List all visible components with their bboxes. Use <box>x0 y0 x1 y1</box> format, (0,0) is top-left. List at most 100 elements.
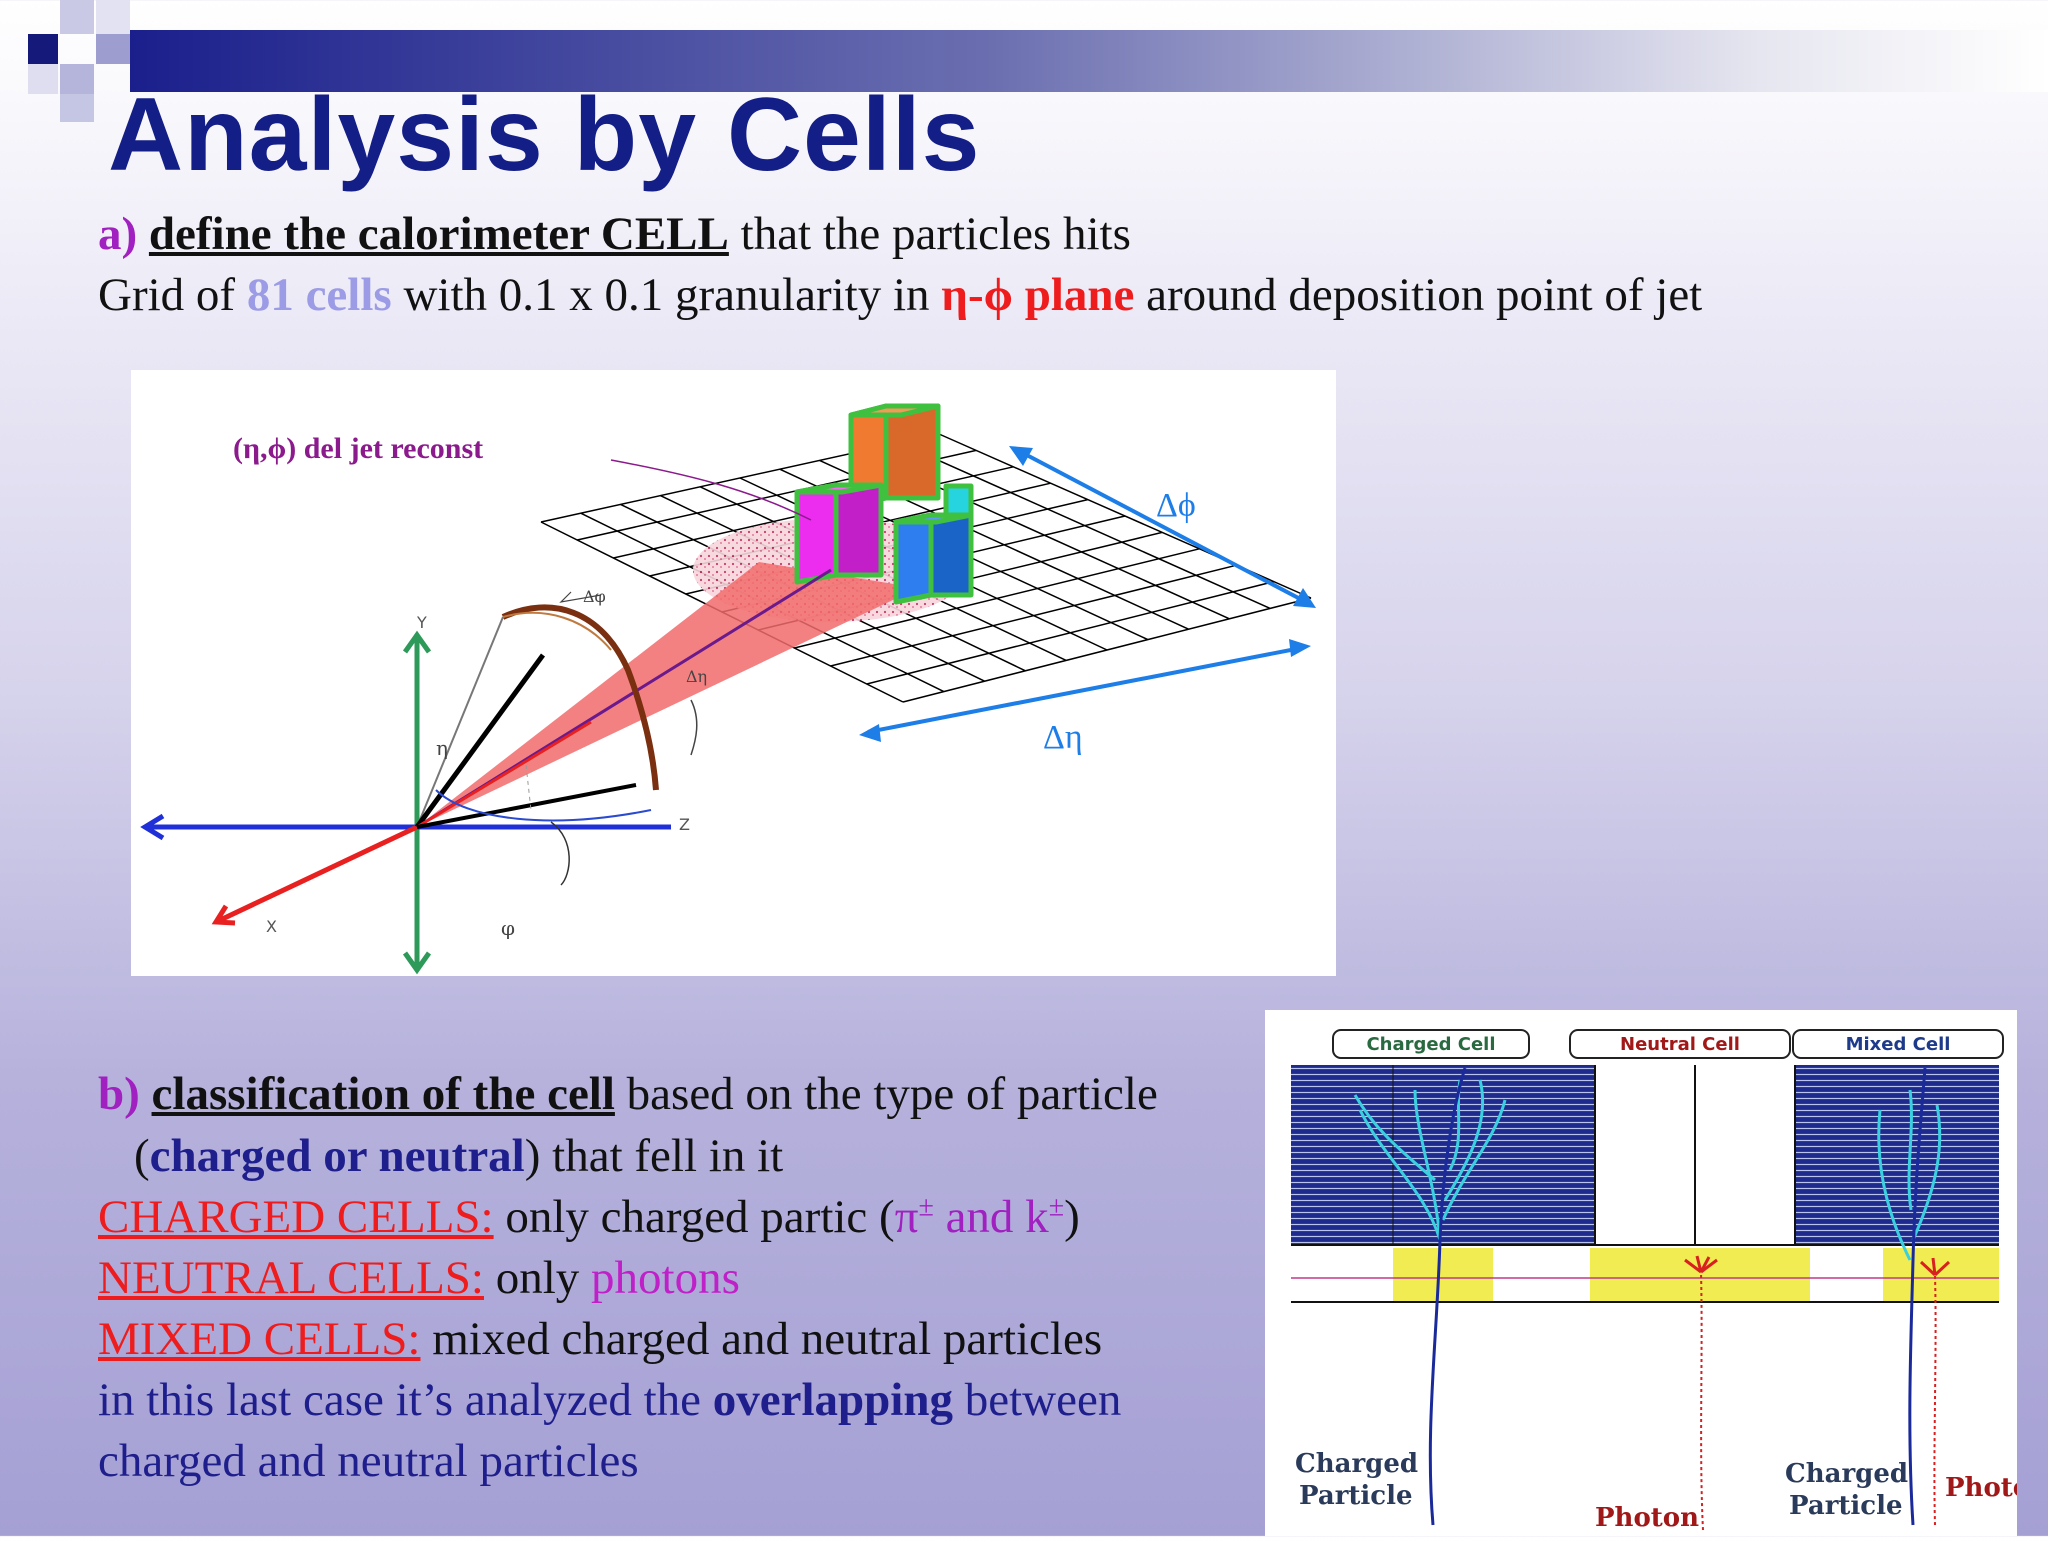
jet-cone <box>417 562 918 827</box>
y-axis <box>402 630 432 975</box>
delta-phi-label: Δϕ <box>1156 487 1196 524</box>
blue-cell-box <box>893 512 974 605</box>
orange-cell-box <box>848 403 941 508</box>
grid-line <box>902 597 1312 703</box>
mixed-cells-line: MIXED CELLS: mixed charged and neutral p… <box>98 1311 1102 1367</box>
mixed-charged-track <box>1908 1067 1927 1526</box>
k-pm: ± <box>1048 1191 1065 1223</box>
mixed-charged-label-1: Charged <box>1785 1459 1908 1489</box>
grid-line <box>866 580 1274 685</box>
decor-square <box>96 34 130 64</box>
grid-text-2: with 0.1 x 0.1 granularity in <box>391 269 942 321</box>
neutral-cell-tag <box>1569 1029 1791 1059</box>
charged-em-deposit <box>1393 1248 1493 1302</box>
charged-track <box>1428 1067 1467 1526</box>
mixed-cell-title: Mixed Cell <box>1846 1034 1951 1055</box>
fell-in-it-text: ) that fell in it <box>524 1130 784 1182</box>
neutral-cells-text: only <box>483 1252 592 1304</box>
grid-text-3: around deposition point of jet <box>1134 269 1703 321</box>
section-a-marker: a) <box>98 208 138 260</box>
overlap-line-1: in this last case it’s analyzed the over… <box>98 1372 1121 1428</box>
mixed-charged-label-2: Particle <box>1789 1491 1903 1521</box>
and-k-text: and k <box>933 1191 1049 1243</box>
pi-symbol: π <box>894 1191 919 1243</box>
charged-cells-line: CHARGED CELLS: only charged partic (π± a… <box>98 1189 1080 1245</box>
photon-shower <box>1684 1255 1718 1274</box>
small-arrow <box>559 591 602 603</box>
cell-classification-diagram: Charged Cell Neutral Cell Mixed Cell <box>1265 1010 2030 1536</box>
grid-line <box>898 442 1271 610</box>
decor-square <box>28 34 58 64</box>
eta-phi-plane: η-ϕ plane <box>941 269 1135 321</box>
section-b-line-2: (charged or neutral) that fell in it <box>134 1128 783 1184</box>
decor-square <box>96 0 130 34</box>
mixed-cells-text: mixed charged and neutral particles <box>420 1313 1103 1365</box>
section-a-line-1: a) define the calorimeter CELL that the … <box>98 206 1131 262</box>
photon-label: Photon <box>1595 1503 1699 1533</box>
overlapping-word: overlapping <box>712 1374 954 1426</box>
overlap-text-a: in this last case it’s analyzed the <box>98 1374 713 1426</box>
magenta-cell-box <box>794 482 884 585</box>
section-b-heading: classification of the cell <box>151 1068 615 1120</box>
decor-square <box>60 0 94 34</box>
axis-z-label: Z <box>679 815 690 834</box>
charged-particle-label-2: Particle <box>1299 1481 1413 1511</box>
cell-classification-svg: Charged Cell Neutral Cell Mixed Cell <box>1291 1029 2030 1533</box>
section-b-line-1: b) classification of the cell based on t… <box>98 1066 1158 1122</box>
energy-cell-towers <box>794 403 974 605</box>
grid-text-1: Grid of <box>98 269 247 321</box>
grid-line <box>830 564 1237 667</box>
section-a-text: that the particles hits <box>728 208 1131 260</box>
eta-angle-label: η <box>436 736 448 760</box>
mixed-cell-tag <box>1792 1029 2004 1059</box>
neutral-cell-title: Neutral Cell <box>1620 1034 1740 1055</box>
delta-eta-arrow <box>859 639 1311 742</box>
decor-square <box>60 94 94 122</box>
mixed-photon-track <box>1933 1274 1937 1526</box>
small-deta-label: Δη <box>686 667 707 686</box>
decor-square <box>28 64 58 94</box>
header-gradient-band <box>130 30 2048 92</box>
decor-square <box>60 64 94 94</box>
neutral-cells-line: NEUTRAL CELLS: only photons <box>98 1250 740 1306</box>
jet-label-leader <box>610 459 812 521</box>
axis-y-label: Y <box>416 613 427 632</box>
axis-x-label: X <box>266 917 277 936</box>
overlap-text-b: between <box>953 1374 1122 1426</box>
section-b-text: based on the type of particle <box>614 1068 1158 1120</box>
angle-construction <box>414 604 659 886</box>
charged-cells-text: only charged partic ( <box>493 1191 895 1243</box>
grid-line <box>794 548 1200 649</box>
neutral-cells-label: NEUTRAL CELLS: <box>98 1252 484 1304</box>
charged-close: ) <box>1064 1191 1080 1243</box>
mixed-cells-label: MIXED CELLS: <box>98 1313 421 1365</box>
charged-cell-tag <box>1332 1029 1530 1059</box>
pi-pm: ± <box>918 1191 934 1223</box>
jet-label: (η,ϕ) del jet reconst <box>233 432 483 465</box>
horizontal-axis <box>140 813 671 841</box>
section-a-line-2: Grid of 81 cells with 0.1 x 0.1 granular… <box>98 267 1702 323</box>
paren-open: ( <box>134 1130 150 1182</box>
jet-geometry-diagram: (η,ϕ) del jet reconst Δϕ Δη <box>131 370 1336 976</box>
delta-phi-arrow <box>1009 446 1316 608</box>
charged-particle-label-1: Charged <box>1295 1449 1418 1479</box>
charged-hadronic-layer <box>1291 1065 1595 1245</box>
slide-title: Analysis by Cells <box>108 77 981 193</box>
neutral-em-deposit <box>1590 1248 1810 1302</box>
mixed-photon-label: Photo <box>1945 1473 2017 1503</box>
mixed-em-deposit <box>1883 1248 1999 1302</box>
charged-or-neutral: charged or neutral <box>149 1130 525 1182</box>
mixed-photon-shower <box>1919 1257 1951 1277</box>
photons-text: photons <box>591 1252 740 1304</box>
jet-geometry-svg: (η,ϕ) del jet reconst Δϕ Δη <box>140 403 1316 975</box>
photon-track <box>1700 1271 1704 1531</box>
x-axis <box>211 824 419 926</box>
phi-angle-label: φ <box>501 916 515 940</box>
small-arrow <box>690 699 698 756</box>
charged-cell-title: Charged Cell <box>1366 1034 1495 1055</box>
cells-count: 81 cells <box>246 269 392 321</box>
section-b-marker: b) <box>98 1068 140 1120</box>
overlap-text-c: charged and neutral particles <box>98 1435 639 1487</box>
section-a-heading: define the calorimeter CELL <box>148 208 729 260</box>
delta-eta-label: Δη <box>1043 719 1083 756</box>
